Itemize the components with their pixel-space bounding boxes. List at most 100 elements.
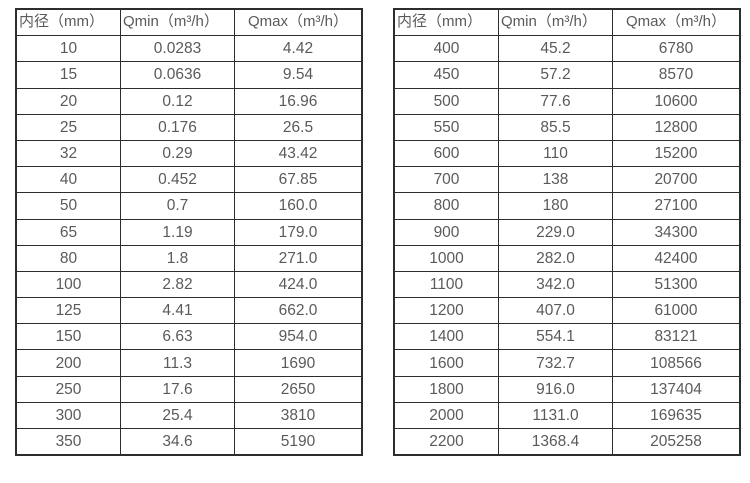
table-row: 800 180 27100 bbox=[393, 192, 741, 220]
cell: 916.0 bbox=[498, 375, 613, 403]
table-row: 450 57.2 8570 bbox=[393, 61, 741, 89]
cell: 20 bbox=[15, 87, 121, 115]
cell: 1200 bbox=[393, 297, 499, 325]
table-row: 900 229.0 34300 bbox=[393, 218, 741, 246]
cell: 900 bbox=[393, 218, 499, 246]
cell: 34300 bbox=[612, 218, 741, 246]
cell: 34.6 bbox=[120, 428, 235, 456]
cell: 4.42 bbox=[234, 35, 363, 63]
cell: 350 bbox=[15, 428, 121, 456]
table-row: 150 6.63 954.0 bbox=[15, 323, 363, 351]
table-row: 300 25.4 3810 bbox=[15, 401, 363, 430]
cell: 15200 bbox=[612, 139, 741, 168]
cell: 0.0283 bbox=[120, 35, 235, 63]
cell: 4.41 bbox=[120, 297, 235, 325]
table-row: 65 1.19 179.0 bbox=[15, 218, 363, 246]
table-row: 40 0.452 67.85 bbox=[15, 166, 363, 194]
cell: 500 bbox=[393, 87, 499, 115]
cell: 0.12 bbox=[120, 87, 235, 115]
table-row: 700 138 20700 bbox=[393, 166, 741, 194]
cell: 57.2 bbox=[498, 61, 613, 89]
table-row: 2200 1368.4 205258 bbox=[393, 428, 741, 456]
cell: 1100 bbox=[393, 270, 499, 299]
cell: 6780 bbox=[612, 35, 741, 63]
cell: 8570 bbox=[612, 61, 741, 89]
cell: 150 bbox=[15, 323, 121, 351]
cell: 20700 bbox=[612, 166, 741, 194]
cell: 1131.0 bbox=[498, 401, 613, 430]
cell: 2000 bbox=[393, 401, 499, 430]
cell: 9.54 bbox=[234, 61, 363, 89]
cell: 51300 bbox=[612, 270, 741, 299]
cell: 32 bbox=[15, 139, 121, 168]
cell: 342.0 bbox=[498, 270, 613, 299]
cell: 1400 bbox=[393, 323, 499, 351]
cell: 2650 bbox=[234, 375, 363, 403]
cell: 0.176 bbox=[120, 113, 235, 141]
cell: 5190 bbox=[234, 428, 363, 456]
cell: 50 bbox=[15, 192, 121, 220]
cell: 43.42 bbox=[234, 139, 363, 168]
cell: 25 bbox=[15, 113, 121, 141]
column-header: Qmax（m³/h） bbox=[234, 8, 363, 37]
table-row: 1800 916.0 137404 bbox=[393, 375, 741, 403]
cell: 40 bbox=[15, 166, 121, 194]
cell: 0.0636 bbox=[120, 61, 235, 89]
table-row: 1000 282.0 42400 bbox=[393, 244, 741, 272]
table-row: 20 0.12 16.96 bbox=[15, 87, 363, 115]
cell: 205258 bbox=[612, 428, 741, 456]
cell: 180 bbox=[498, 192, 613, 220]
cell: 42400 bbox=[612, 244, 741, 272]
cell: 61000 bbox=[612, 297, 741, 325]
cell: 0.7 bbox=[120, 192, 235, 220]
cell: 0.452 bbox=[120, 166, 235, 194]
cell: 2200 bbox=[393, 428, 499, 456]
table-row: 15 0.0636 9.54 bbox=[15, 61, 363, 89]
cell: 80 bbox=[15, 244, 121, 272]
header-row: 内径（mm） Qmin（m³/h） Qmax（m³/h） bbox=[393, 8, 741, 37]
cell: 600 bbox=[393, 139, 499, 168]
table-row: 500 77.6 10600 bbox=[393, 87, 741, 115]
table-row: 350 34.6 5190 bbox=[15, 428, 363, 456]
table-row: 2000 1131.0 169635 bbox=[393, 401, 741, 430]
cell: 138 bbox=[498, 166, 613, 194]
cell: 100 bbox=[15, 270, 121, 299]
column-header: Qmin（m³/h） bbox=[120, 8, 235, 37]
cell: 1.19 bbox=[120, 218, 235, 246]
column-header: Qmin（m³/h） bbox=[498, 8, 613, 37]
cell: 250 bbox=[15, 375, 121, 403]
cell: 169635 bbox=[612, 401, 741, 430]
table-row: 1100 342.0 51300 bbox=[393, 270, 741, 299]
cell: 1690 bbox=[234, 349, 363, 377]
cell: 424.0 bbox=[234, 270, 363, 299]
table-row: 200 11.3 1690 bbox=[15, 349, 363, 377]
table-row: 80 1.8 271.0 bbox=[15, 244, 363, 272]
cell: 450 bbox=[393, 61, 499, 89]
cell: 16.96 bbox=[234, 87, 363, 115]
cell: 0.29 bbox=[120, 139, 235, 168]
table-row: 32 0.29 43.42 bbox=[15, 139, 363, 168]
cell: 12800 bbox=[612, 113, 741, 141]
cell: 1600 bbox=[393, 349, 499, 377]
cell: 137404 bbox=[612, 375, 741, 403]
flow-table-large-diameters: 内径（mm） Qmin（m³/h） Qmax（m³/h） 400 45.2 6780 450… bbox=[393, 8, 741, 457]
cell: 200 bbox=[15, 349, 121, 377]
cell: 6.63 bbox=[120, 323, 235, 351]
cell: 17.6 bbox=[120, 375, 235, 403]
cell: 1800 bbox=[393, 375, 499, 403]
table-row: 250 17.6 2650 bbox=[15, 375, 363, 403]
cell: 229.0 bbox=[498, 218, 613, 246]
cell: 45.2 bbox=[498, 35, 613, 63]
table-row: 1200 407.0 61000 bbox=[393, 297, 741, 325]
cell: 67.85 bbox=[234, 166, 363, 194]
cell: 85.5 bbox=[498, 113, 613, 141]
table-row: 10 0.0283 4.42 bbox=[15, 35, 363, 63]
cell: 800 bbox=[393, 192, 499, 220]
cell: 3810 bbox=[234, 401, 363, 430]
cell: 10 bbox=[15, 35, 121, 63]
cell: 407.0 bbox=[498, 297, 613, 325]
cell: 700 bbox=[393, 166, 499, 194]
cell: 282.0 bbox=[498, 244, 613, 272]
cell: 300 bbox=[15, 401, 121, 430]
table-row: 600 110 15200 bbox=[393, 139, 741, 168]
